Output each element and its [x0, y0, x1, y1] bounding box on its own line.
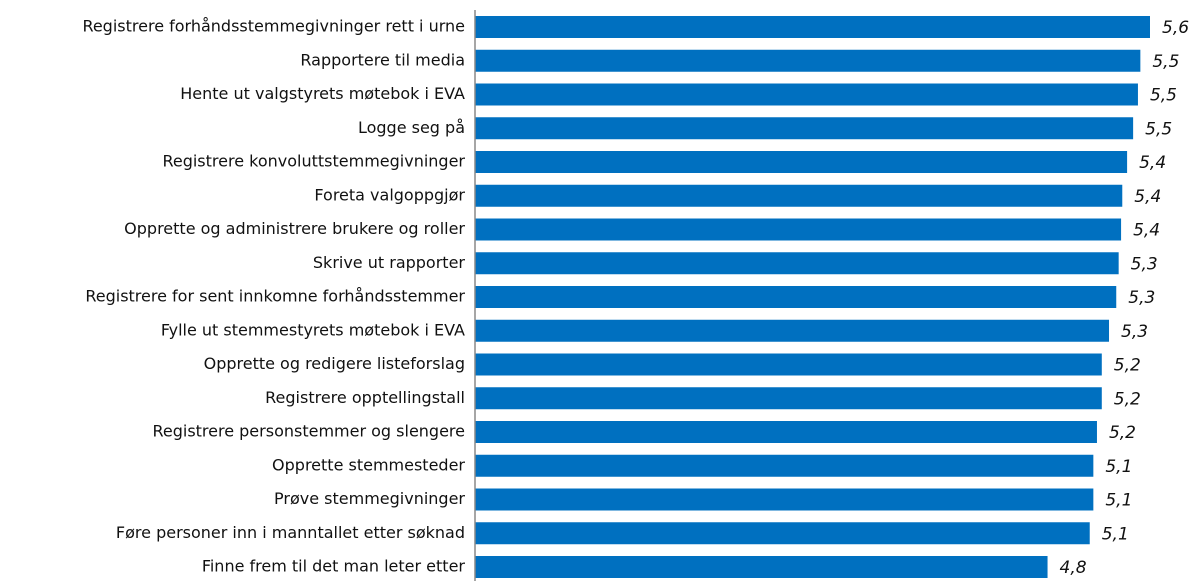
bar	[475, 218, 1122, 241]
bar	[475, 151, 1128, 173]
value-label: 5,1	[1102, 524, 1129, 544]
bar	[475, 556, 1048, 578]
value-label: 5,1	[1105, 457, 1132, 477]
bar	[475, 16, 1150, 38]
bar	[475, 522, 1090, 545]
bar	[475, 286, 1117, 308]
category-label: Hente ut valgstyrets møtebok i EVA	[180, 84, 465, 103]
value-label: 5,6	[1162, 18, 1189, 38]
category-label: Opprette og redigere listeforslag	[204, 354, 465, 373]
bar	[475, 387, 1102, 410]
value-label: 4,8	[1060, 558, 1087, 578]
value-label: 5,5	[1150, 86, 1177, 106]
category-label: Registrere for sent innkomne forhåndsste…	[85, 287, 465, 306]
category-label: Føre personer inn i manntallet etter søk…	[116, 523, 465, 542]
category-label: Logge seg på	[358, 118, 465, 137]
category-label: Fylle ut stemmestyrets møtebok i EVA	[161, 320, 465, 339]
bar	[475, 319, 1110, 342]
category-label: Registrere konvoluttstemmegivninger	[162, 152, 465, 171]
category-label: Registrere opptellingstall	[265, 388, 465, 407]
value-label: 5,1	[1105, 491, 1132, 511]
category-label: Foreta valgoppgjør	[314, 185, 465, 204]
bar	[475, 49, 1141, 72]
category-label: Registrere forhåndsstemmegivninger rett …	[82, 17, 465, 36]
category-label: Skrive ut rapporter	[313, 253, 466, 272]
value-label: 5,3	[1121, 322, 1148, 342]
value-label: 5,3	[1131, 254, 1158, 274]
bar	[475, 488, 1094, 511]
category-label: Prøve stemmegivninger	[274, 489, 465, 508]
value-label: 5,2	[1114, 389, 1141, 409]
category-label: Finne frem til det man leter etter	[202, 557, 466, 576]
value-label: 5,4	[1139, 153, 1166, 173]
bar	[475, 252, 1119, 275]
category-label: Registrere personstemmer og slengere	[152, 422, 465, 441]
category-label: Opprette stemmesteder	[272, 455, 465, 474]
bar	[475, 83, 1138, 106]
bar	[475, 421, 1097, 443]
bar	[475, 117, 1134, 140]
category-label: Opprette og administrere brukere og roll…	[124, 219, 465, 238]
bar	[475, 184, 1123, 207]
category-label: Rapportere til media	[300, 50, 465, 69]
value-label: 5,5	[1145, 119, 1172, 139]
value-label: 5,2	[1114, 356, 1141, 376]
value-label: 5,4	[1134, 187, 1161, 207]
value-label: 5,5	[1152, 52, 1179, 72]
bar	[475, 353, 1102, 376]
bar	[475, 454, 1094, 477]
value-label: 5,2	[1109, 423, 1136, 443]
value-label: 5,4	[1133, 221, 1160, 241]
value-label: 5,3	[1128, 288, 1155, 308]
